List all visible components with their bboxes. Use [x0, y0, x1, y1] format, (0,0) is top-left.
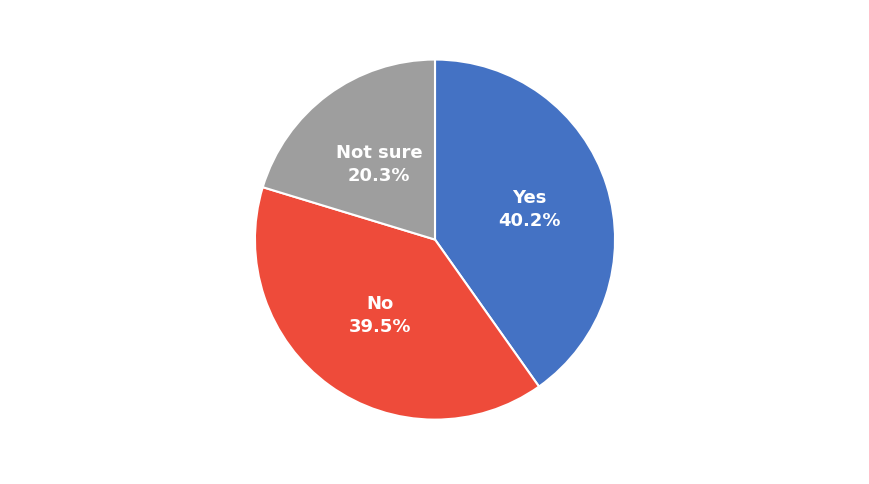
Wedge shape	[262, 60, 434, 240]
Text: Yes
40.2%: Yes 40.2%	[498, 189, 560, 230]
Wedge shape	[434, 60, 614, 387]
Wedge shape	[255, 187, 539, 420]
Text: Not sure
20.3%: Not sure 20.3%	[335, 144, 422, 185]
Text: No
39.5%: No 39.5%	[348, 295, 411, 336]
